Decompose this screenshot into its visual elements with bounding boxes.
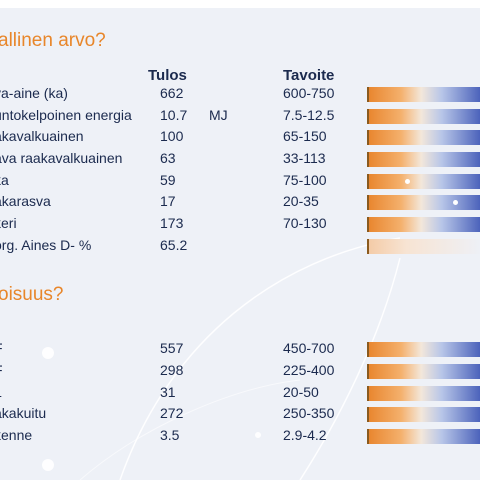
row-target: 33-113: [283, 150, 326, 166]
section-title-nutritional-value: allinen arvo?: [0, 30, 106, 51]
row-target: 70-130: [283, 215, 327, 231]
column-header-target: Tavoite: [283, 67, 335, 84]
range-marker-dot: [453, 200, 459, 205]
table-row: untokelpoinen energia 10.7 MJ 7.5-12.5: [0, 105, 480, 125]
row-value: 272: [160, 405, 184, 421]
range-bar-start-tick: [367, 407, 369, 422]
range-bar: [367, 87, 480, 102]
table-row: ava raakavalkuainen 63 33-113: [0, 148, 480, 168]
table-row: ka 59 75-100: [0, 170, 480, 190]
column-header-result: Tulos: [148, 67, 187, 84]
range-bar-start-tick: [367, 386, 369, 401]
row-value: 662: [160, 85, 184, 101]
row-value: 298: [160, 362, 184, 378]
row-target: 75-100: [283, 172, 327, 188]
row-label: akakuitu: [0, 405, 47, 421]
row-label: kenne: [0, 427, 33, 443]
row-label: va-aine (ka): [0, 85, 68, 101]
range-bar-start-tick: [367, 174, 369, 189]
range-bar-start-tick: [367, 109, 369, 124]
range-bar: [367, 342, 480, 357]
range-bar-start-tick: [367, 239, 369, 254]
row-unit: MJ: [209, 107, 228, 123]
analysis-panel: allinen arvo? oisuus? Tulos Tavoite va-a…: [0, 8, 480, 480]
range-bar: [367, 152, 480, 167]
row-value: 10.7: [160, 107, 188, 123]
table-row: akakuitu 272 250-350: [0, 403, 480, 423]
row-target: 2.9-4.2: [283, 427, 327, 443]
row-value: 557: [160, 340, 184, 356]
range-bar-start-tick: [367, 87, 369, 102]
range-bar: [367, 386, 480, 401]
table-row: kenne 3.5 2.9-4.2: [0, 425, 480, 445]
range-bar: [367, 239, 480, 254]
table-row: F 557 450-700: [0, 338, 480, 358]
row-label: akarasva: [0, 193, 51, 209]
row-value: 173: [160, 215, 184, 231]
row-label: untokelpoinen energia: [0, 107, 132, 123]
range-marker-dot: [404, 179, 410, 184]
table-row: keri 173 70-130: [0, 213, 480, 233]
range-bar-start-tick: [367, 429, 369, 444]
range-bar-start-tick: [367, 364, 369, 379]
range-bar: [367, 217, 480, 232]
range-bar: [367, 130, 480, 145]
table-row: org. Aines D- % 65.2: [0, 235, 480, 255]
background-decoration: [42, 237, 403, 480]
section-title-sufficiency: oisuus?: [0, 284, 64, 305]
row-label: keri: [0, 215, 17, 231]
row-target: 20-35: [283, 193, 319, 209]
row-value: 65.2: [160, 237, 188, 253]
row-value: 59: [160, 172, 176, 188]
row-label: L: [0, 382, 2, 402]
range-bar-start-tick: [367, 195, 369, 210]
table-row: akarasva 17 20-35: [0, 191, 480, 211]
row-value: 17: [160, 193, 176, 209]
row-target: 7.5-12.5: [283, 107, 335, 123]
row-label: akavalkuainen: [0, 128, 84, 144]
range-bar: [367, 407, 480, 422]
row-target: 450-700: [283, 340, 335, 356]
range-bar-start-tick: [367, 152, 369, 167]
row-target: 600-750: [283, 85, 335, 101]
table-row: va-aine (ka) 662 600-750: [0, 83, 480, 103]
row-target: 20-50: [283, 384, 319, 400]
table-row: akavalkuainen 100 65-150: [0, 126, 480, 146]
row-target: 225-400: [283, 362, 335, 378]
row-target: 250-350: [283, 405, 335, 421]
range-bar: [367, 429, 480, 444]
range-bar-start-tick: [367, 217, 369, 232]
table-row: F 298 225-400: [0, 360, 480, 380]
range-bar: [367, 174, 480, 189]
row-value: 3.5: [160, 427, 180, 443]
range-bar-start-tick: [367, 342, 369, 357]
row-label: ava raakavalkuainen: [0, 150, 123, 166]
row-value: 31: [160, 384, 176, 400]
row-label: ka: [0, 172, 9, 188]
row-target: 65-150: [283, 128, 327, 144]
range-bar: [367, 364, 480, 379]
row-label: F: [0, 360, 3, 380]
row-label: F: [0, 338, 3, 358]
row-value: 63: [160, 150, 176, 166]
range-bar-start-tick: [367, 130, 369, 145]
range-bar: [367, 109, 480, 124]
table-row: L 31 20-50: [0, 382, 480, 402]
range-bar: [367, 195, 480, 210]
row-value: 100: [160, 128, 184, 144]
row-label: org. Aines D- %: [0, 237, 92, 253]
